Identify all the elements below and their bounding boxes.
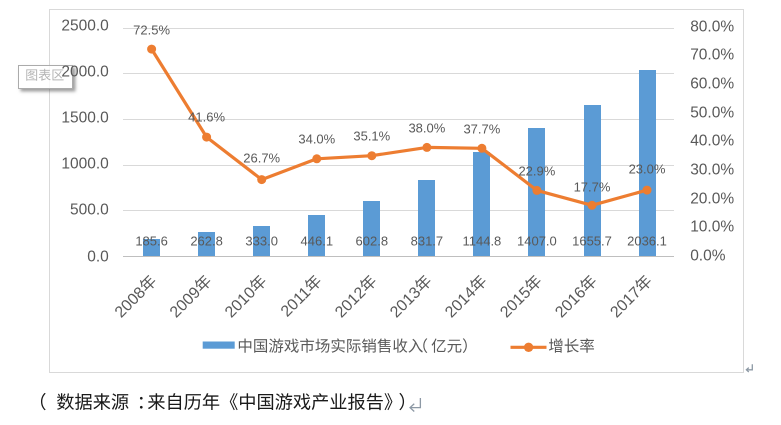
svg-text:2008: 2008 [112,284,149,321]
svg-text:2014: 2014 [442,284,479,321]
svg-text:2011: 2011 [278,284,314,320]
svg-text:2010: 2010 [222,284,259,321]
svg-text:2009: 2009 [167,284,204,321]
svg-text:2015: 2015 [497,284,534,321]
svg-text:2017: 2017 [607,284,644,321]
svg-text:2013: 2013 [387,284,424,321]
svg-text:2012: 2012 [332,284,369,321]
svg-text:2016: 2016 [552,284,589,321]
